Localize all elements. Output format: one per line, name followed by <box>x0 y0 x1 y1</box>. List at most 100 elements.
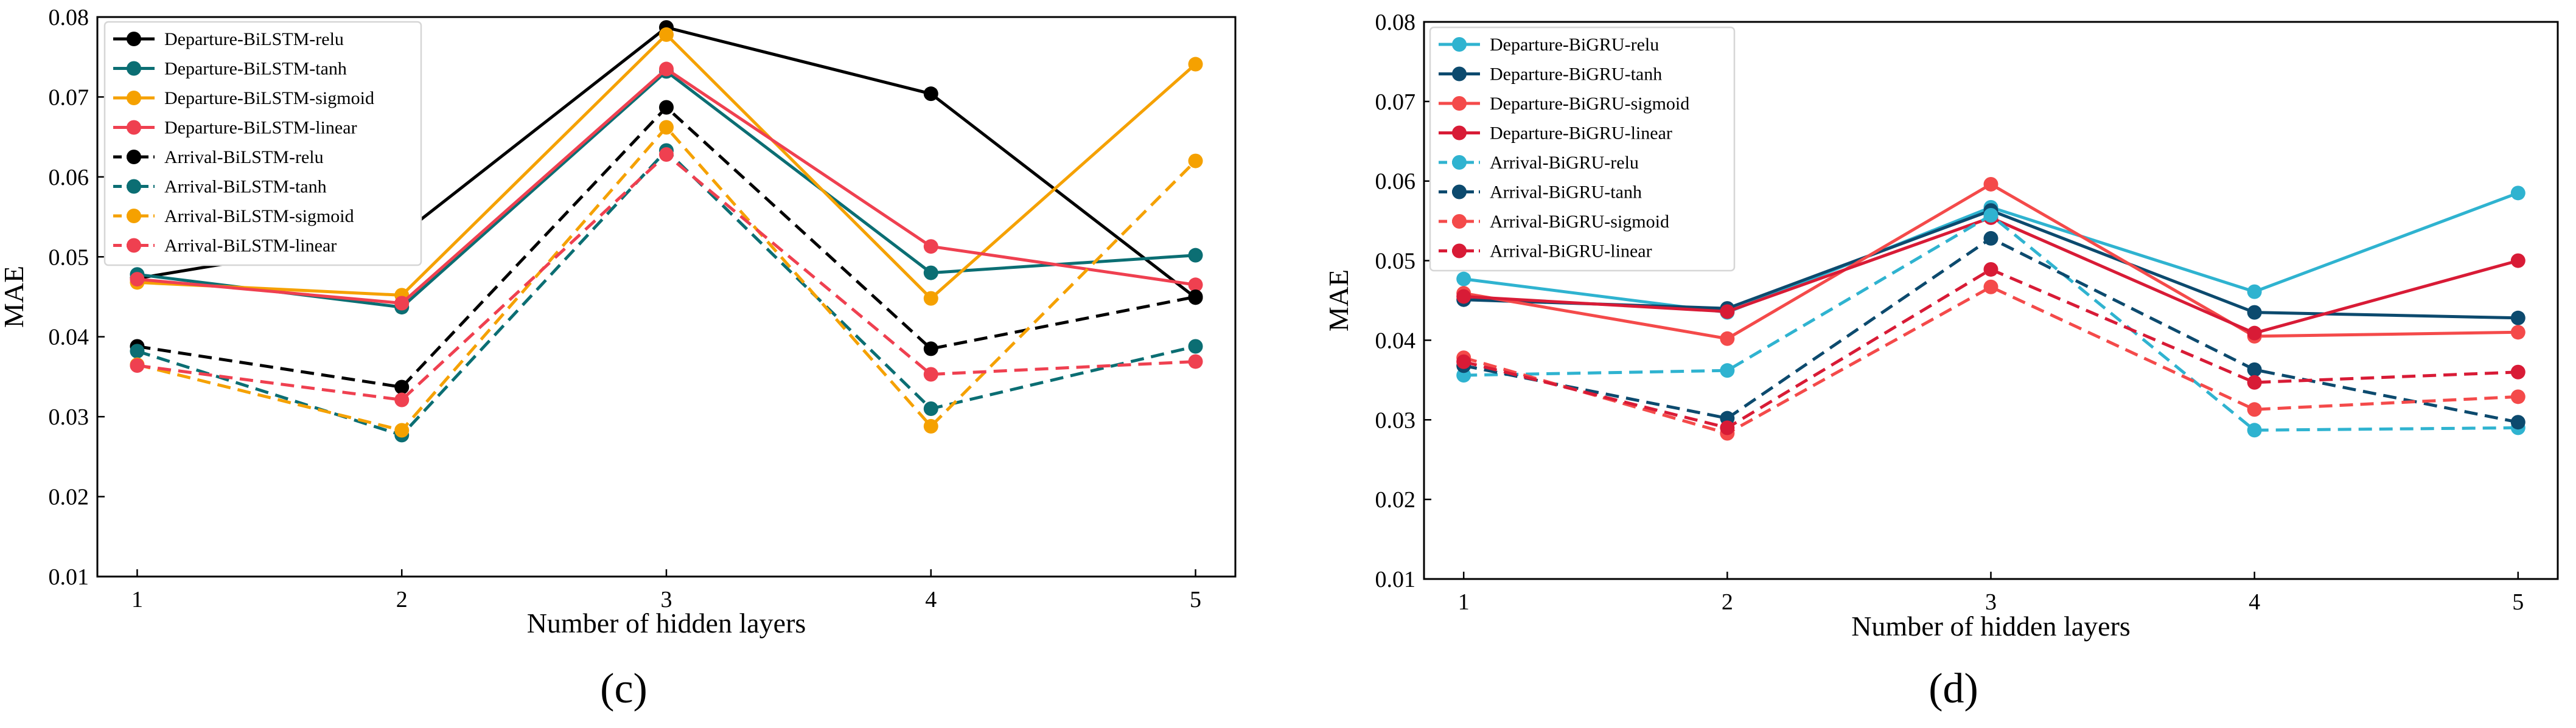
data-point <box>923 418 938 434</box>
series-departure-bilstm-linear <box>130 61 1203 311</box>
data-point <box>1188 277 1203 293</box>
x-tick-label: 3 <box>1985 589 1997 615</box>
data-point <box>2510 389 2525 404</box>
data-point <box>130 344 145 359</box>
data-point <box>2510 310 2525 325</box>
legend-label: Arrival-BiGRU-linear <box>1490 241 1652 262</box>
data-point <box>394 392 410 407</box>
legend-box <box>1429 26 1736 272</box>
panel-label: (c) <box>600 665 647 712</box>
legend: Departure-BiGRU-relu Departure-BiGRU-tanh… <box>1429 26 1736 272</box>
data-point <box>1188 57 1203 72</box>
data-point <box>394 296 410 311</box>
data-point <box>2247 325 2262 341</box>
y-tick-label: 0.06 <box>49 165 89 190</box>
data-point <box>923 341 938 356</box>
series-arrival-bilstm-relu <box>130 100 1203 395</box>
x-axis-label: Number of hidden layers <box>1851 611 2131 642</box>
legend-item: Arrival-BiGRU-linear <box>1439 241 1652 262</box>
data-point <box>1983 262 1998 277</box>
data-point <box>1188 289 1203 304</box>
x-tick-label: 2 <box>396 587 408 612</box>
data-point <box>1983 279 1998 294</box>
legend-item: Departure-BiGRU-relu <box>1439 35 1659 55</box>
data-point <box>923 265 938 280</box>
data-point <box>923 239 938 254</box>
legend-swatch-marker <box>1452 214 1467 229</box>
legend-item: Arrival-BiGRU-tanh <box>1439 182 1642 203</box>
data-point <box>659 100 674 115</box>
legend-label: Departure-BiGRU-linear <box>1490 123 1672 144</box>
data-point <box>2247 423 2262 438</box>
legend-label: Departure-BiGRU-tanh <box>1490 64 1662 85</box>
legend-item: Arrival-BiLSTM-linear <box>113 236 337 256</box>
y-tick-label: 0.05 <box>49 244 89 270</box>
data-point <box>1188 339 1203 354</box>
y-axis-label: MAE <box>1323 269 1354 331</box>
legend-label: Arrival-BiGRU-sigmoid <box>1490 212 1669 232</box>
data-point <box>1188 354 1203 369</box>
y-tick-label: 0.06 <box>1375 169 1416 195</box>
legend-swatch-marker <box>1452 184 1467 199</box>
legend-item: Departure-BiGRU-sigmoid <box>1439 94 1689 114</box>
x-tick-label: 1 <box>131 587 143 612</box>
data-point <box>130 358 145 373</box>
legend-swatch-marker <box>1452 155 1467 170</box>
legend-label: Arrival-BiLSTM-tanh <box>164 177 327 197</box>
legend-item: Departure-BiLSTM-sigmoid <box>113 88 374 108</box>
legend-item: Departure-BiGRU-linear <box>1439 123 1672 144</box>
legend-item: Arrival-BiGRU-sigmoid <box>1439 212 1669 232</box>
data-point <box>1456 289 1471 304</box>
series-departure-bigru-sigmoid <box>1456 176 2525 346</box>
x-tick-label: 4 <box>2249 589 2260 615</box>
y-tick-label: 0.02 <box>1375 487 1416 513</box>
legend-item: Arrival-BiLSTM-sigmoid <box>113 206 354 226</box>
data-point <box>1983 231 1998 246</box>
data-point <box>659 147 674 162</box>
y-tick-label: 0.01 <box>49 564 89 590</box>
y-tick-label: 0.07 <box>49 85 89 110</box>
y-tick-label: 0.07 <box>1375 89 1416 115</box>
panel-label: (d) <box>1929 665 1978 712</box>
legend-item: Arrival-BiLSTM-tanh <box>113 177 327 197</box>
legend-label: Arrival-BiGRU-relu <box>1490 153 1639 173</box>
data-point <box>2247 284 2262 299</box>
data-point <box>2510 185 2525 201</box>
y-tick-label: 0.03 <box>49 404 89 430</box>
legend-swatch-marker <box>1452 96 1467 111</box>
data-point <box>923 367 938 382</box>
y-tick-label: 0.03 <box>1375 407 1416 433</box>
data-point <box>1720 363 1735 378</box>
data-point <box>1720 331 1735 346</box>
x-tick-label: 5 <box>2512 589 2524 615</box>
data-point <box>1983 207 1998 223</box>
legend-item: Departure-BiLSTM-linear <box>113 118 357 138</box>
legend-label: Arrival-BiLSTM-linear <box>164 236 337 256</box>
legend-label: Departure-BiLSTM-linear <box>164 118 357 138</box>
series-arrival-bigru-tanh <box>1456 231 2525 430</box>
series-arrival-bigru-linear <box>1456 262 2525 435</box>
series-line <box>1463 285 2518 435</box>
legend-label: Departure-BiGRU-relu <box>1490 35 1659 55</box>
legend-swatch-marker <box>127 238 141 253</box>
legend-swatch-marker <box>127 61 141 76</box>
legend-swatch-marker <box>127 91 141 105</box>
y-tick-label: 0.04 <box>1375 328 1416 353</box>
data-point <box>2247 305 2262 320</box>
data-point <box>923 86 938 102</box>
chart-panel-c: 0.01 0.02 0.03 0.04 0.05 0.06 0.07 0.08 1 2 3 4 5 Num… <box>0 5 1237 712</box>
legend-swatch-marker <box>127 150 141 164</box>
y-tick-label: 0.04 <box>49 325 89 350</box>
legend-label: Departure-BiGRU-sigmoid <box>1490 94 1689 114</box>
data-point <box>1456 354 1471 369</box>
legend-swatch-marker <box>1452 37 1467 52</box>
legend-swatch-marker <box>1452 66 1467 81</box>
data-point <box>1456 271 1471 286</box>
series-arrival-bigru-sigmoid <box>1456 279 2525 441</box>
legend-item: Departure-BiLSTM-tanh <box>113 59 347 79</box>
legend-label: Departure-BiLSTM-sigmoid <box>164 88 374 108</box>
legend-label: Arrival-BiLSTM-relu <box>164 147 324 167</box>
data-point <box>394 423 410 438</box>
x-tick-label: 3 <box>661 587 672 612</box>
